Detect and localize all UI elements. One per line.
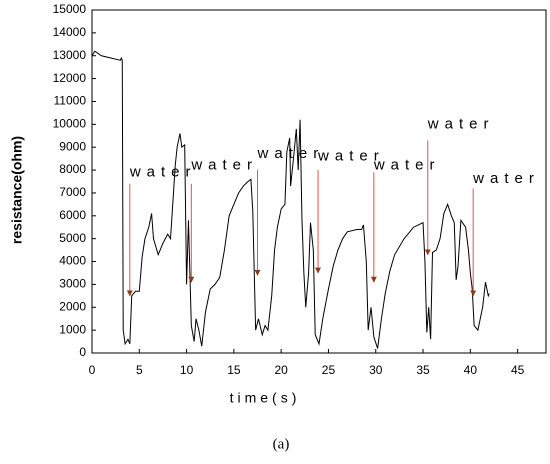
annotation-label: water: [373, 156, 441, 173]
y-tick-label: 1000: [59, 322, 86, 336]
y-tick-label: 14000: [53, 25, 87, 39]
annotation-label: water: [257, 145, 325, 162]
caption: (a): [273, 436, 290, 452]
y-tick-label: 7000: [59, 185, 86, 199]
x-tick-label: 0: [89, 363, 96, 377]
y-tick-label: 15000: [53, 2, 87, 16]
y-tick-label: 2000: [59, 299, 86, 313]
y-tick-label: 9000: [59, 139, 86, 153]
y-tick-label: 8000: [59, 162, 86, 176]
x-tick-label: 40: [464, 363, 478, 377]
x-tick-label: 35: [416, 363, 430, 377]
plot-frame: [91, 9, 547, 354]
y-tick-label: 4000: [59, 254, 86, 268]
y-tick-label: 13000: [53, 48, 87, 62]
y-tick-label: 3000: [59, 277, 86, 291]
x-tick-label: 45: [511, 363, 525, 377]
y-tick-label: 5000: [59, 231, 86, 245]
x-axis-label: time(s): [230, 390, 301, 406]
y-tick-label: 10000: [53, 117, 87, 131]
x-tick-label: 10: [180, 363, 194, 377]
x-tick-label: 20: [274, 363, 288, 377]
annotation-label: water: [129, 163, 197, 180]
line-series: [91, 50, 490, 349]
annotation-label: water: [190, 156, 258, 173]
x-tick-label: 25: [322, 363, 336, 377]
x-tick-label: 30: [369, 363, 383, 377]
y-tick-label: 12000: [53, 71, 87, 85]
y-tick-label: 0: [79, 345, 86, 359]
annotation-label: water: [472, 170, 540, 187]
x-tick-label: 5: [136, 363, 143, 377]
annotation-label: water: [427, 115, 495, 132]
x-tick-label: 15: [227, 363, 241, 377]
y-tick-label: 11000: [54, 94, 87, 108]
y-axis-label: resistance(ohm): [9, 136, 25, 244]
annotation-label: water: [317, 147, 385, 164]
y-tick-label: 6000: [59, 208, 86, 222]
